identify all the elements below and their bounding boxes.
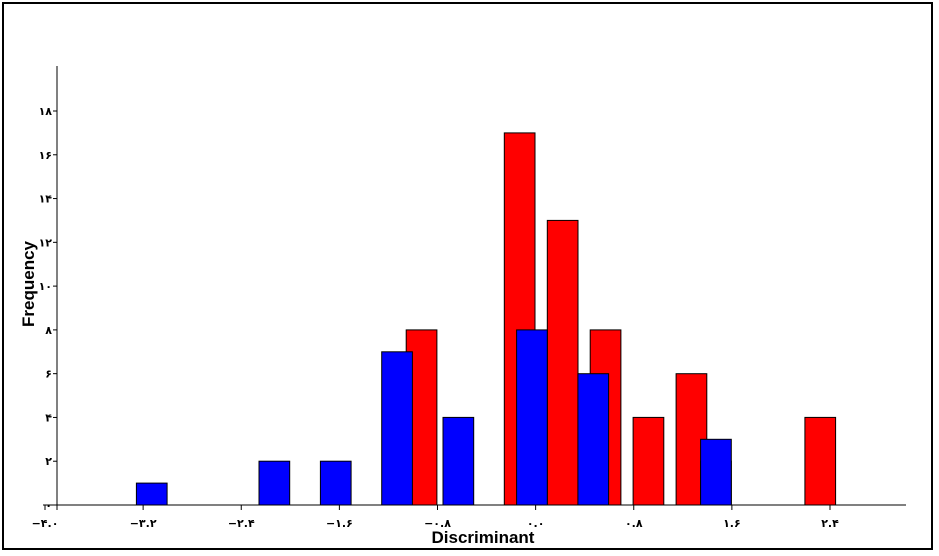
bar-series-1-1 xyxy=(258,460,291,506)
y-tick-label-2: ۴ xyxy=(45,411,52,424)
bar-series-1-0 xyxy=(135,482,168,506)
bars-group xyxy=(135,132,837,506)
bar-series-1-4 xyxy=(442,416,475,506)
y-tick-label-0: ۰ xyxy=(45,499,52,512)
bar-series-1-6 xyxy=(577,373,610,506)
x-tick-label-1: −۳.۲ xyxy=(130,517,157,530)
y-tick-label-8: ۱۶ xyxy=(39,149,52,162)
bar-series-0-2 xyxy=(546,219,579,506)
x-tick-label-6: ۰.۸ xyxy=(625,517,643,530)
axes-group xyxy=(43,66,906,510)
x-tick-label-2: −۲.۴ xyxy=(228,517,255,530)
y-axis-title: Frequency xyxy=(19,240,38,327)
bar-series-1-3 xyxy=(381,351,413,506)
x-axis-title: Discriminant xyxy=(432,528,535,547)
y-tick-label-7: ۱۴ xyxy=(39,193,53,206)
x-tick-label-4: −۰.۸ xyxy=(424,517,451,530)
ticks-group: −۴.۰ −۳.۲ −۲.۴ −۱.۶ −۰.۸ ۰.۰ ۰.۸ ۱.۶ ۲.۴ ۰ ۲ ۴ ۶ ۸ ۱۰ ۱… xyxy=(32,105,840,530)
bar-series-1-2 xyxy=(319,460,352,506)
y-tick-label-5: ۱۰ xyxy=(39,280,52,293)
y-tick-label-9: ۱۸ xyxy=(39,105,53,118)
x-tick-label-7: ۱.۶ xyxy=(723,517,741,530)
y-tick-label-6: ۱۲ xyxy=(39,236,53,249)
y-tick-label-3: ۶ xyxy=(45,368,52,381)
bar-series-1-5 xyxy=(516,329,548,506)
y-tick-label-4: ۸ xyxy=(45,324,52,337)
x-tick-label-8: ۲.۴ xyxy=(821,517,839,530)
x-tick-label-3: −۱.۶ xyxy=(326,517,353,530)
x-tick-label-5: ۰.۰ xyxy=(527,517,545,530)
x-tick-label-0: −۴.۰ xyxy=(32,517,59,530)
bar-series-0-7 xyxy=(804,416,837,506)
bar-series-1-7 xyxy=(700,438,732,506)
bar-series-0-4 xyxy=(632,416,665,506)
y-tick-label-1: ۲ xyxy=(45,455,52,468)
